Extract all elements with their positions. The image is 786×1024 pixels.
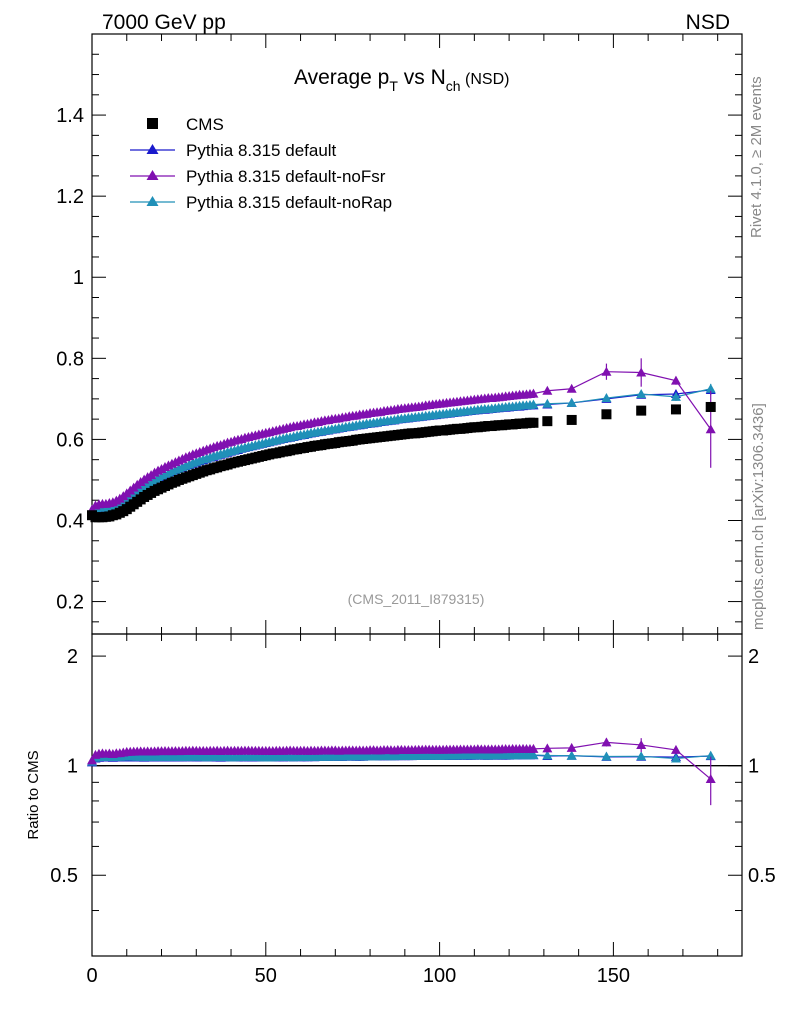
series-pythia-8-315-default-norap-point (528, 399, 539, 409)
cms-data-point (670, 404, 681, 415)
cms-data-point (542, 416, 553, 427)
y-tick-label: 0.6 (56, 429, 84, 451)
title-sub-t: T (389, 78, 398, 94)
series-pythia-8-315-default-nofsr-ratio-point (705, 774, 716, 784)
series-pythia-8-315-default-nofsr-point (705, 424, 716, 434)
title-mid: vs N (398, 66, 446, 89)
legend: CMS Pythia 8.315 default Pythia 8.315 de… (130, 115, 392, 212)
series-pythia-8-315-default-norap-ratio-point (542, 750, 553, 760)
legend-marker-norap (146, 196, 159, 206)
rivet-version-label: Rivet 4.1.0, ≥ 2M events (748, 76, 765, 238)
series-pythia-8-315-default-nofsr-point (601, 366, 612, 376)
legend-label-default: Pythia 8.315 default (186, 141, 337, 160)
analysis-label: (CMS_2011_I879315) (348, 591, 485, 607)
x-tick-labels: 0 50 100 150 (86, 965, 630, 987)
legend-marker-default (146, 144, 159, 154)
series-pythia-8-315-default-norap-ratio-point (566, 750, 577, 760)
ratio-plot-panel: 0.5 1 2 0.5 1 2 Ratio to CMS 0 50 100 15… (25, 633, 776, 987)
series-pythia-8-315-default-norap-ratio-point (636, 751, 647, 761)
main-axis-ticks (91, 34, 742, 634)
legend-label-cms: CMS (186, 115, 224, 134)
series-pythia-8-315-default-norap-point (636, 389, 647, 398)
ratio-tick-label-right: 0.5 (748, 865, 776, 887)
legend-marker-cms (147, 118, 158, 129)
legend-label-nofsr: Pythia 8.315 default-noFsr (186, 167, 386, 186)
y-tick-label: 1.2 (56, 186, 84, 208)
series-pythia-8-315-default-nofsr-point (528, 388, 539, 398)
series-pythia-8-315-default-nofsr-point (542, 385, 553, 395)
cms-data-point (636, 405, 647, 416)
x-tick-label: 100 (423, 965, 456, 987)
series-pythia-8-315-default-norap-point (705, 383, 716, 393)
legend-marker-nofsr (146, 170, 159, 180)
series-pythia-8-315-default-norap-point (542, 398, 553, 408)
ratio-tick-label-left: 1 (67, 756, 78, 778)
title-sub-ch: ch (446, 78, 461, 94)
chart-title: Average pT vs Nch (NSD) (294, 66, 509, 94)
x-tick-label: 0 (86, 965, 97, 987)
cms-data-point (705, 401, 716, 412)
ratio-y-axis-label: Ratio to CMS (25, 750, 42, 839)
series-pythia-8-315-default-norap-ratio-point (705, 750, 716, 760)
y-tick-label: 0.2 (56, 592, 84, 614)
series-pythia-8-315-default-norap-ratio-point (528, 749, 539, 759)
y-tick-label: 1.4 (56, 105, 84, 127)
series-pythia-8-315-default-nofsr-ratio-point (636, 739, 647, 749)
energy-label: 7000 GeV pp (102, 11, 226, 34)
y-tick-label: 1 (73, 267, 84, 289)
series-pythia-8-315-default-nofsr-point (636, 367, 647, 377)
y-tick-label: 0.4 (56, 510, 84, 532)
series-pythia-8-315-default-nofsr-ratio-point (670, 744, 681, 754)
series-pythia-8-315-default-norap-point (566, 397, 577, 407)
ratio-tick-label-left: 2 (67, 646, 78, 668)
ratio-axis-ticks (91, 634, 742, 957)
cms-data-point (528, 417, 539, 428)
series-pythia-8-315-default-nofsr-ratio-point (542, 743, 553, 753)
title-main: Average p (294, 66, 389, 89)
main-data-layer (87, 358, 716, 523)
series-pythia-8-315-default-norap-point (670, 391, 681, 401)
series-pythia-8-315-default-nofsr-line (91, 371, 712, 510)
ratio-plot-frame (91, 633, 743, 957)
series-pythia-8-315-default-nofsr-ratio-point (87, 755, 97, 765)
title-tail: (NSD) (461, 71, 510, 88)
mcplots-label: mcplots.cern.ch [arXiv:1306.3436] (750, 403, 767, 630)
y-tick-label: 0.8 (56, 348, 84, 370)
ratio-y-tick-labels: 0.5 1 2 0.5 1 2 (50, 646, 776, 887)
series-pythia-8-315-default-nofsr-point (670, 375, 681, 385)
cms-data-point (566, 414, 577, 425)
main-y-tick-labels: 0.2 0.4 0.6 0.8 1 1.2 1.4 (56, 105, 84, 613)
series-pythia-8-315-default-nofsr-ratio-point (528, 743, 539, 753)
series-pythia-8-315-default-norap-ratio-point (601, 751, 612, 761)
ratio-tick-label-right: 1 (748, 756, 759, 778)
series-pythia-8-315-default-norap-ratio-point (670, 753, 681, 763)
ratio-tick-label-right: 2 (748, 646, 759, 668)
series-pythia-8-315-default-nofsr-ratio-point (566, 742, 577, 752)
x-tick-label: 50 (255, 965, 277, 987)
ratio-tick-label-left: 0.5 (50, 865, 78, 887)
x-tick-label: 150 (597, 965, 630, 987)
series-pythia-8-315-default-norap-point (601, 393, 612, 403)
ratio-data-layer (87, 737, 716, 806)
process-label: NSD (686, 11, 730, 34)
legend-label-norap: Pythia 8.315 default-noRap (186, 193, 392, 212)
main-plot-panel: 0.2 0.4 0.6 0.8 1 1.2 1.4 Average pT vs … (56, 33, 743, 635)
cms-data-point (601, 409, 612, 420)
series-pythia-8-315-default-nofsr-ratio-point (601, 737, 612, 747)
series-pythia-8-315-default-nofsr-point (566, 383, 577, 393)
